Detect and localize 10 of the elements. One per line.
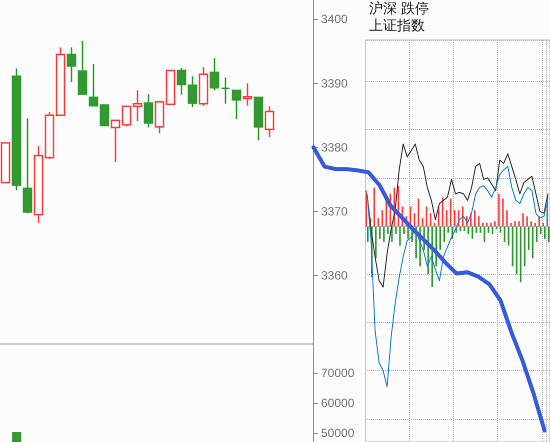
y-tick-label: 3370 <box>321 204 348 218</box>
chart-title: 上证指数 <box>369 17 425 33</box>
y-tick-label: 3380 <box>321 140 348 154</box>
y-tick-label: 70000 <box>321 366 355 380</box>
y-tick-label: 3360 <box>321 268 348 282</box>
y-tick-label: 50000 <box>321 426 355 440</box>
y-tick-label: 3400 <box>321 12 348 26</box>
y-tick-label: 60000 <box>321 396 355 410</box>
y-tick-label: 3390 <box>321 76 348 90</box>
annotation: 沪深 跌停 <box>369 0 429 16</box>
